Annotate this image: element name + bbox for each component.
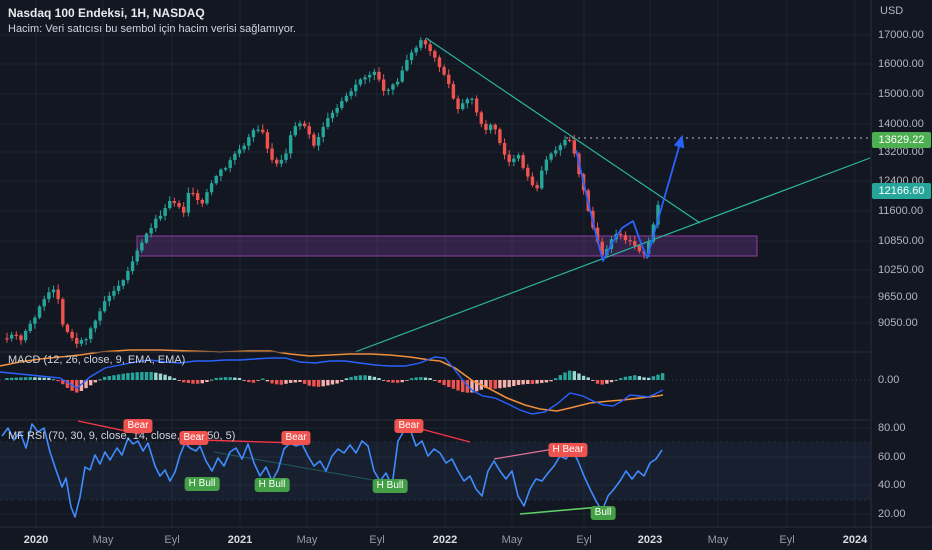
bear-divergence-badge: Bear	[179, 431, 209, 445]
time-tick-label: Eyl	[576, 534, 592, 546]
rsi-indicator-label[interactable]: MF RSI (70, 30, 9, close, 14, close, 5, …	[8, 430, 236, 442]
price-tick-label: 10250.00	[878, 264, 924, 276]
time-tick-label: 2024	[842, 534, 868, 546]
price-tick-label: 13200.00	[878, 146, 924, 158]
price-tick-label: 0.00	[878, 374, 900, 386]
price-tick-label: 60.00	[878, 451, 906, 463]
price-tick-label: 10850.00	[878, 235, 924, 247]
time-tick-label: Eyl	[369, 534, 385, 546]
macd-indicator-label[interactable]: MACD (12, 26, close, 9, EMA, EMA)	[8, 354, 186, 366]
bear-divergence-badge: H Bear	[548, 443, 588, 457]
time-tick-label: 2020	[23, 534, 49, 546]
price-tick-label: 16000.00	[878, 58, 924, 70]
bull-divergence-badge: H Bull	[184, 477, 220, 491]
currency-label: USD	[880, 5, 904, 17]
price-tick-label: 9050.00	[878, 317, 918, 329]
time-tick-label: Eyl	[779, 534, 795, 546]
bear-divergence-badge: Bear	[394, 419, 424, 433]
last-price-badge: 12166.60	[872, 183, 931, 199]
time-tick-label: 2022	[432, 534, 458, 546]
time-tick-label: May	[92, 534, 114, 546]
price-tick-label: 15000.00	[878, 88, 924, 100]
bull-divergence-badge: H Bull	[254, 478, 290, 492]
time-tick-label: May	[501, 534, 523, 546]
bear-divergence-badge: Bear	[123, 419, 153, 433]
time-tick-label: 2021	[227, 534, 253, 546]
price-tick-label: 14000.00	[878, 118, 924, 130]
time-tick-label: Eyl	[164, 534, 180, 546]
time-tick-label: May	[296, 534, 318, 546]
price-tick-label: 40.00	[878, 479, 906, 491]
price-tick-label: 80.00	[878, 422, 906, 434]
price-tick-label: 9650.00	[878, 291, 918, 303]
price-tick-label: 17000.00	[878, 29, 924, 41]
bull-divergence-badge: Bull	[590, 506, 616, 520]
time-tick-label: May	[707, 534, 729, 546]
bear-divergence-badge: Bear	[281, 431, 311, 445]
price-tick-label: 11600.00	[878, 205, 924, 217]
marked-price-badge: 13629.22	[872, 132, 931, 148]
price-tick-label: 20.00	[878, 508, 906, 520]
time-tick-label: 2023	[637, 534, 663, 546]
bull-divergence-badge: H Bull	[372, 479, 408, 493]
